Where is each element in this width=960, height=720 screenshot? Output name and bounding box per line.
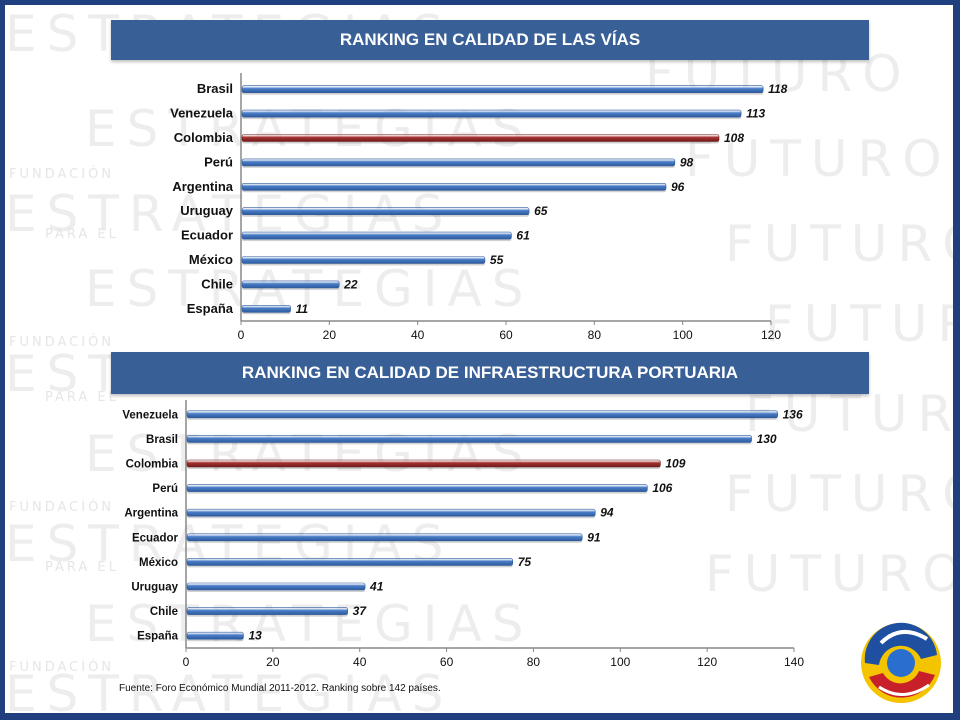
- category-label: Perú: [152, 483, 178, 495]
- category-label: Perú: [204, 154, 233, 169]
- chart1-roads-ranking: 0 20 40 60 80 100 120 Brasil 118 Venezuela 113 Colo…: [170, 73, 788, 342]
- source-note: Fuente: Foro Económico Mundial 2011-2012…: [119, 683, 441, 694]
- x-tick-label: 120: [697, 655, 717, 669]
- value-label: 91: [587, 530, 601, 544]
- value-label: 55: [490, 253, 504, 267]
- category-label: Argentina: [172, 179, 233, 194]
- bar: [186, 533, 583, 542]
- chart2-title: RANKING EN CALIDAD DE INFRAESTRUCTURA PO…: [241, 363, 739, 382]
- category-label: México: [189, 252, 233, 267]
- category-label: Ecuador: [181, 228, 233, 243]
- watermark-text: PARA EL: [45, 227, 119, 242]
- category-label: España: [137, 631, 179, 643]
- bar: [186, 558, 514, 566]
- bar: [186, 631, 244, 640]
- bar: [186, 435, 752, 443]
- category-label: Colombia: [174, 130, 234, 145]
- value-label: 61: [516, 229, 530, 243]
- x-tick-label: 100: [673, 328, 693, 342]
- bar: [241, 256, 486, 264]
- x-tick-label: 40: [353, 655, 367, 669]
- value-label: 113: [746, 107, 765, 121]
- x-tick-label: 140: [784, 655, 804, 669]
- bar: [186, 607, 348, 615]
- chart2-title-banner: RANKING EN CALIDAD DE INFRAESTRUCTURA PO…: [111, 352, 869, 394]
- x-tick-label: 100: [610, 655, 630, 669]
- chart1-title: RANKING EN CALIDAD DE LAS VÍAS: [339, 30, 641, 49]
- value-label: 13: [248, 629, 262, 643]
- category-label: Uruguay: [180, 203, 234, 218]
- bar: [186, 508, 596, 517]
- x-tick-label: 40: [411, 328, 425, 342]
- category-label: Uruguay: [131, 582, 178, 594]
- value-label: 109: [665, 457, 685, 471]
- watermark-text: PARA EL: [45, 560, 119, 575]
- value-label: 65: [534, 204, 548, 218]
- value-label: 96: [671, 180, 685, 194]
- x-tick-label: 0: [183, 655, 190, 669]
- category-label: Venezuela: [122, 409, 178, 421]
- bar: [241, 158, 676, 167]
- bar: [241, 231, 512, 240]
- category-label: Argentina: [124, 508, 178, 520]
- category-label: Venezuela: [170, 106, 234, 121]
- x-tick-label: 60: [499, 328, 513, 342]
- bar: [186, 484, 648, 492]
- category-label: Colombia: [126, 459, 179, 471]
- bar-highlight: [241, 134, 720, 142]
- x-tick-label: 0: [238, 328, 245, 342]
- bar: [241, 109, 742, 118]
- watermark-text: FUNDACIÓN: [9, 335, 115, 350]
- value-label: 94: [600, 506, 614, 520]
- value-label: 130: [757, 432, 777, 446]
- watermark-text: FUNDACIÓN: [9, 660, 115, 675]
- x-tick-label: 80: [588, 328, 602, 342]
- category-label: Brasil: [197, 81, 233, 96]
- category-label: México: [139, 557, 178, 569]
- x-tick-label: 20: [323, 328, 337, 342]
- x-tick-label: 80: [527, 655, 541, 669]
- value-label: 98: [680, 155, 694, 169]
- value-label: 75: [518, 555, 532, 569]
- x-tick-label: 20: [266, 655, 280, 669]
- chart2-port-ranking: 0 20 40 60 80 100 120 140 Venezuela 136 Brasil 130 C…: [122, 400, 804, 669]
- bar: [241, 305, 291, 313]
- category-label: Brasil: [146, 434, 178, 446]
- value-label: 106: [652, 481, 672, 495]
- value-label: 108: [724, 131, 744, 145]
- value-label: 41: [369, 580, 384, 594]
- x-tick-label: 120: [761, 328, 781, 342]
- value-label: 118: [768, 82, 787, 96]
- chart1-title-banner: RANKING EN CALIDAD DE LAS VÍAS: [111, 20, 869, 60]
- category-label: Chile: [201, 276, 233, 291]
- bar: [186, 410, 778, 419]
- x-tick-label: 60: [440, 655, 454, 669]
- value-label: 22: [343, 277, 358, 291]
- bar: [241, 280, 340, 289]
- bar: [186, 582, 366, 591]
- bar: [241, 207, 530, 215]
- category-label: Ecuador: [132, 532, 179, 544]
- value-label: 11: [296, 302, 309, 316]
- watermark-text: FUNDACIÓN: [9, 500, 115, 515]
- value-label: 37: [353, 604, 368, 618]
- bar-highlight: [186, 459, 661, 468]
- category-label: España: [187, 301, 234, 316]
- foundation-logo-icon: [861, 622, 941, 703]
- watermark-text: PARA EL: [45, 390, 119, 405]
- value-label: 136: [783, 407, 803, 421]
- category-label: Chile: [150, 606, 178, 618]
- watermark-text: FUNDACIÓN: [9, 167, 115, 182]
- bar: [241, 85, 764, 94]
- slide: ESTRATEGIASFUTUROESTRATEGIASFUTUROESTRAT…: [5, 5, 953, 713]
- bar: [241, 183, 667, 191]
